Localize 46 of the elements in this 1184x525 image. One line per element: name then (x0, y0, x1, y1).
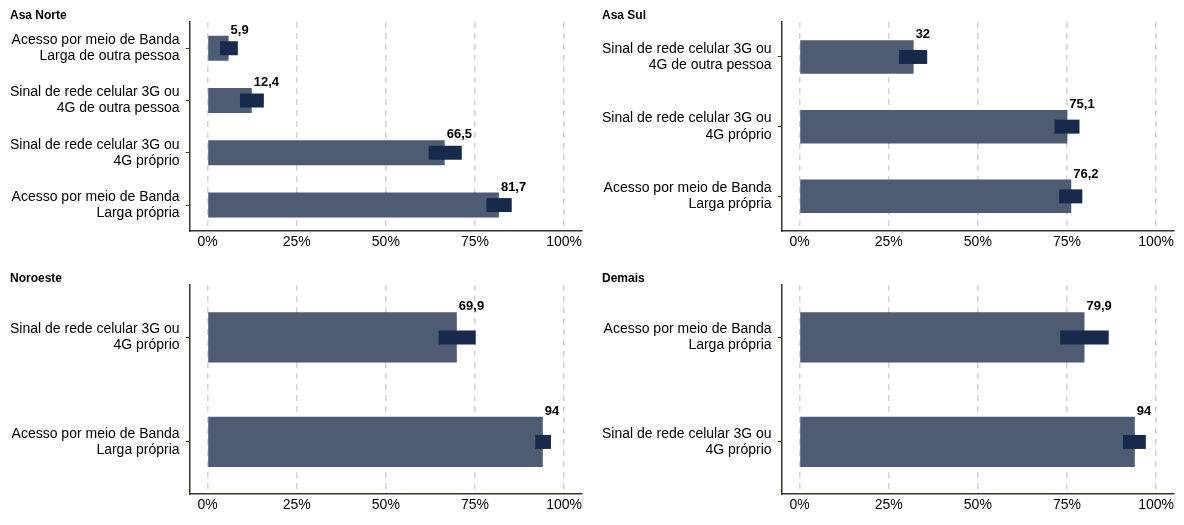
data-label: 94 (544, 402, 560, 418)
data-label: 12,4 (253, 74, 280, 90)
data-label: 81,7 (500, 178, 527, 194)
y-tick-label: Sinal de rede celular 3G ou 4G próprio (601, 424, 772, 457)
text: Demais (602, 271, 645, 285)
data-label: 94 (1136, 402, 1152, 418)
x-tick-label: 0% (197, 233, 218, 250)
data-label: 32 (915, 26, 931, 42)
x-tick-label: 0% (197, 496, 218, 513)
x-tick-label: 0% (789, 233, 810, 250)
data-label: 66,5 (446, 126, 472, 142)
x-tick-label: 75% (460, 233, 490, 250)
x-tick-label: 75% (1052, 496, 1082, 513)
x-tick-label: 50% (371, 233, 400, 250)
x-tick-label: 25% (874, 496, 903, 513)
data-label: 69,9 (458, 298, 485, 314)
x-tick-label: 0% (789, 496, 810, 513)
data-label: 5,9 (230, 21, 249, 37)
x-tick-label: 100% (1138, 496, 1175, 513)
y-tick-label: Acesso por meio de Banda Larga própria (603, 320, 772, 353)
y-tick-label: Sinal de rede celular 3G ou 4G próprio (601, 109, 772, 142)
x-tick-label: 25% (282, 496, 311, 513)
y-tick-label: Acesso por meio de Banda Larga própria (11, 187, 180, 220)
x-tick-label: 25% (282, 233, 311, 250)
data-label: 76,2 (1073, 165, 1099, 181)
y-tick-label: Sinal de rede celular 3G ou 4G de outra pessoa (9, 83, 180, 116)
y-tick-label: Sinal de rede celular 3G ou 4G próprio (9, 135, 180, 168)
y-tick-label: Sinal de rede celular 3G ou 4G de outra pessoa (601, 39, 772, 72)
y-tick-label: Acesso por meio de Banda Larga própria (603, 179, 772, 212)
x-tick-label: 50% (963, 496, 992, 513)
x-tick-label: 75% (460, 496, 490, 513)
y-tick-label: Acesso por meio de Banda Larga de outra pessoa (11, 31, 180, 64)
y-tick-label: Sinal de rede celular 3G ou 4G próprio (9, 320, 180, 353)
x-tick-label: 100% (1138, 233, 1175, 250)
y-tick-label: Acesso por meio de Banda Larga própria (11, 424, 180, 457)
data-label: 79,9 (1086, 298, 1112, 314)
x-tick-label: 100% (546, 496, 583, 513)
text: Asa Sul (602, 8, 647, 22)
x-tick-label: 50% (963, 233, 992, 250)
x-tick-label: 50% (371, 496, 400, 513)
x-tick-label: 75% (1052, 233, 1082, 250)
text: Noroeste (10, 271, 63, 285)
x-tick-label: 100% (546, 233, 583, 250)
data-label: 75,1 (1069, 96, 1095, 111)
text: Asa Norte (10, 8, 67, 22)
x-tick-label: 25% (874, 233, 903, 250)
